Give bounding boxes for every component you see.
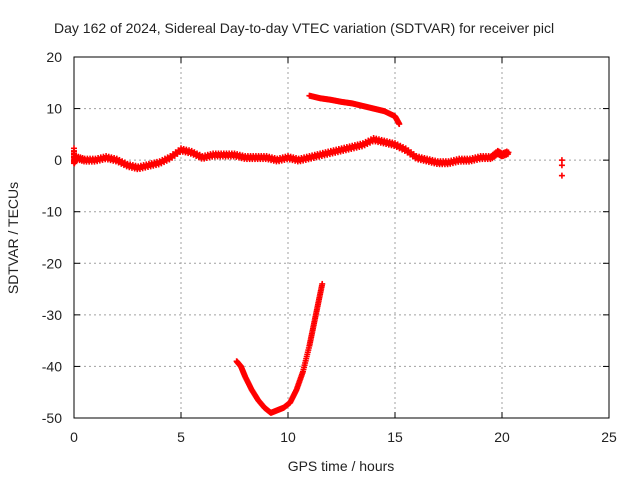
data-point — [558, 172, 565, 179]
data-point — [558, 162, 565, 169]
data-point — [319, 280, 326, 287]
data-point — [558, 157, 565, 164]
y-tick-label: -50 — [42, 410, 62, 426]
x-tick-label: 0 — [70, 429, 78, 445]
y-tick-label: 0 — [54, 152, 62, 168]
y-tick-label: -20 — [42, 255, 62, 271]
y-axis-label: SDTVAR / TECUs — [5, 182, 21, 294]
x-tick-label: 5 — [177, 429, 185, 445]
x-axis-label: GPS time / hours — [288, 458, 395, 474]
chart-title: Day 162 of 2024, Sidereal Day-to-day VTE… — [54, 20, 554, 36]
grid-lines — [74, 57, 609, 418]
x-tick-label: 25 — [601, 429, 617, 445]
plot-frame — [73, 56, 610, 419]
data-point — [396, 121, 403, 128]
y-tick-label: 20 — [46, 49, 62, 65]
y-tick-label: 10 — [46, 101, 62, 117]
x-tick-label: 15 — [387, 429, 403, 445]
axis-ticks: 0 5 10 15 20 25 -50 -40 -30 -20 -10 0 10 20 — [42, 49, 617, 445]
y-tick-label: -30 — [42, 307, 62, 323]
y-tick-label: -40 — [42, 358, 62, 374]
data-point — [505, 149, 512, 156]
y-tick-label: -10 — [42, 204, 62, 220]
data-points — [71, 92, 565, 416]
x-tick-label: 20 — [494, 429, 510, 445]
x-tick-label: 10 — [280, 429, 296, 445]
